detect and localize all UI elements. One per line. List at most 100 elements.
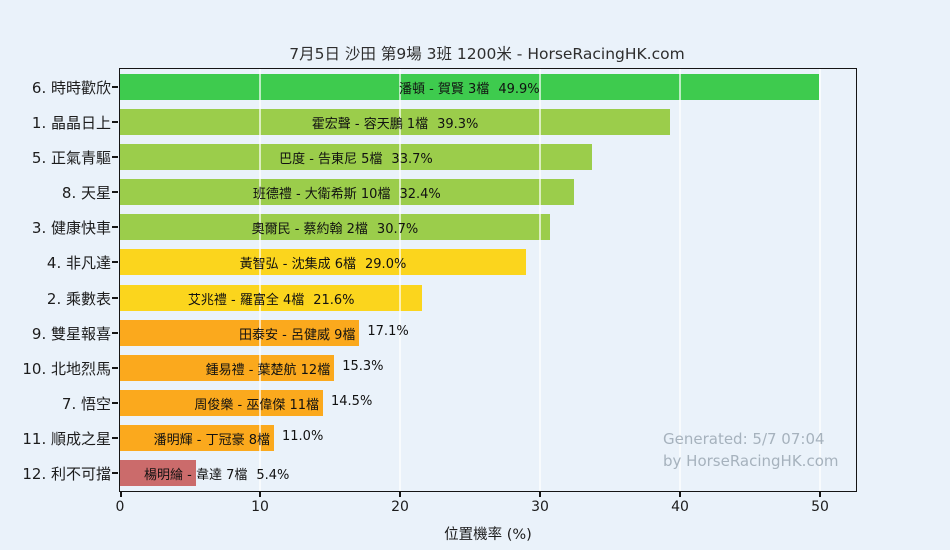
y-axis-label: 12. 利不可擋 [22,465,111,484]
bar-label-percentage: 21.6% [313,292,355,308]
chart-row: 2. 乘數表 艾兆禮 - 羅富全 4檔 21.6% [47,280,856,315]
bar-label-percentage: 30.7% [376,222,419,238]
probability-bar [120,179,574,206]
bar-label-jockey-trainer: 黃智弘 - 沈集成 6檔 [239,257,357,273]
y-axis-label: 3. 健康快車 [31,219,111,238]
chart-row: 10. 北地烈馬 鍾易禮 - 葉楚航 12檔 15.3% [22,350,856,385]
y-axis-label: 11. 順成之星 [22,430,111,449]
y-tick [112,226,118,229]
probability-bar [120,460,196,487]
bar-label-percentage: 33.7% [391,151,433,167]
bar-label: 潘頓 - 賀賢 3檔 49.9% [120,78,819,97]
y-tick [112,261,118,264]
x-tick-label: 0 [115,499,125,515]
y-axis-label: 10. 北地烈馬 [22,359,111,378]
y-axis-label: 2. 乘數表 [46,289,111,308]
y-axis-label: 7. 悟空 [61,395,111,414]
bar-label: 班德禮 - 大衛希斯 10檔 32.4% [120,183,574,202]
y-tick [112,366,118,369]
x-tick-label: 50 [811,499,829,515]
x-tick [120,491,122,497]
gridline [259,69,261,491]
chart-row: 11. 順成之星 潘明輝 - 丁冠豪 8檔 11.0% [22,421,856,456]
probability-bar [120,143,592,170]
y-tick [112,472,118,475]
y-tick [112,402,118,405]
x-axis-title: 位置機率 (%) [444,527,532,543]
x-tick-label: 30 [531,499,549,515]
bar-label: 霍宏聲 - 容天鵬 1檔 39.3% [120,113,670,132]
bar-label-percentage: 11.0% [282,429,324,445]
bar-label: 巴度 - 告東尼 5檔 33.7% [120,148,592,167]
probability-bar [120,284,423,311]
x-tick [819,491,821,497]
bar-label-percentage: 15.3% [342,358,384,374]
y-axis-label: 6. 時時歡欣 [31,78,111,97]
bar-label-jockey-trainer: 周俊樂 - 巫偉傑 11檔 [194,398,319,414]
bar-label-percentage: 14.5% [331,394,373,410]
x-tick-label: 40 [671,499,689,515]
y-tick [112,155,118,158]
y-tick [112,120,118,123]
bar-label-jockey-trainer: 艾兆禮 - 羅富全 4檔 [187,292,305,308]
probability-bar [120,249,526,276]
y-axis-label: 9. 雙星報喜 [31,324,111,343]
chart-row: 3. 健康快車 奧爾民 - 蔡約翰 2檔 30.7% [32,210,856,245]
y-tick [112,437,118,440]
bar-label-jockey-trainer: 巴度 - 告東尼 5檔 [279,151,383,167]
bar-label-jockey-trainer: 田泰安 - 呂健威 9檔 [239,327,356,343]
x-tick [679,491,681,497]
y-tick [112,191,118,194]
gridline [819,69,821,491]
bar-label-jockey-trainer: 奧爾民 - 蔡約翰 2檔 [251,222,368,238]
bar-label-percentage: 32.4% [399,187,441,203]
x-tick-label: 20 [391,499,409,515]
bar-label: 楊明綸 - 韋達 7檔 5.4% [144,464,289,483]
plot-area: 6. 時時歡欣 潘頓 - 賀賢 3檔 49.9% 1. 晶晶日上 霍宏聲 - 容天鵬 1… [22,68,857,543]
gridline [679,69,681,491]
bar-label-jockey-trainer: 班德禮 - 大衛希斯 10檔 [252,187,391,203]
bar-label-percentage: 5.4% [256,468,290,484]
bar-label-jockey-trainer: 潘頓 - 賀賢 3檔 [398,81,490,97]
chart-row: 6. 時時歡欣 潘頓 - 賀賢 3檔 49.9% [32,69,856,104]
chart-row: 8. 天星 班德禮 - 大衛希斯 10檔 32.4% [62,175,856,210]
bar-label-percentage: 17.1% [367,323,409,339]
gridline [399,69,401,491]
chart-row: 5. 正氣青驅 巴度 - 告東尼 5檔 33.7% [32,139,856,174]
bar-label-percentage: 29.0% [365,257,407,273]
y-axis-label: 5. 正氣青驅 [31,148,111,167]
bar-label: 黃智弘 - 沈集成 6檔 29.0% [120,253,526,272]
chart-row: 7. 悟空 周俊樂 - 巫偉傑 11檔 14.5% [62,386,856,421]
bar-label: 奧爾民 - 蔡約翰 2檔 30.7% [120,218,550,237]
probability-bar [120,214,550,241]
probability-bar [120,390,323,417]
bar-label-jockey-trainer: 楊明綸 - 韋達 7檔 [144,468,248,484]
probability-bar [120,73,819,100]
y-tick [112,85,118,88]
x-tick-label: 10 [251,499,269,515]
y-tick [112,296,118,299]
y-axis-label: 4. 非凡達 [46,254,111,273]
probability-bar [120,354,335,381]
watermark: Generated: 5/7 07:04 by HorseRacingHK.co… [663,428,838,472]
chart-row: 9. 雙星報喜 田泰安 - 呂健威 9檔 17.1% [32,315,856,350]
bar-label-jockey-trainer: 潘明輝 - 丁冠豪 8檔 [153,433,270,449]
chart-row: 4. 非凡達 黃智弘 - 沈集成 6檔 29.0% [47,245,856,280]
bar-label-percentage: 39.3% [437,116,479,132]
bar-label-jockey-trainer: 鍾易禮 - 葉楚航 12檔 [205,362,331,378]
bar-label-jockey-trainer: 霍宏聲 - 容天鵬 1檔 [311,116,429,132]
bar-label-percentage: 49.9% [498,81,540,97]
watermark-line1: Generated: 5/7 07:04 [663,430,825,448]
x-tick [399,491,401,497]
y-axis-label: 8. 天星 [61,184,111,203]
watermark-line2: by HorseRacingHK.com [663,452,839,470]
chart-title: 7月5日 沙田 第9場 3班 1200米 - HorseRacingHK.com [289,45,685,63]
probability-bar [120,425,274,452]
x-tick [259,491,261,497]
chart-row: 1. 晶晶日上 霍宏聲 - 容天鵬 1檔 39.3% [32,104,856,139]
gridline [539,69,541,491]
y-tick [112,331,118,334]
y-axis-label: 1. 晶晶日上 [31,113,111,132]
bar-label: 艾兆禮 - 羅富全 4檔 21.6% [120,289,422,308]
